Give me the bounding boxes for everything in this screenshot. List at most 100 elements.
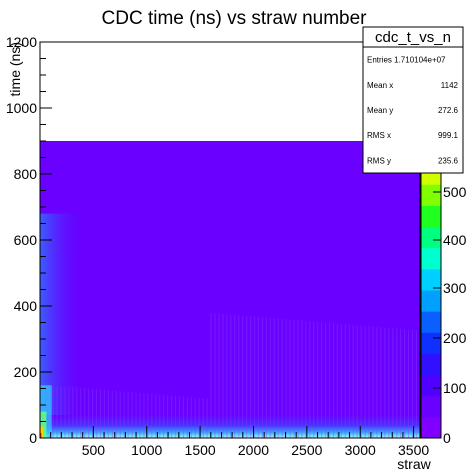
heatmap-stripe	[313, 321, 315, 438]
color-scale-band	[421, 247, 441, 270]
x-tick-label: 2000	[238, 442, 269, 458]
heatmap-stripe	[111, 390, 113, 438]
heatmap-stripe	[186, 396, 188, 438]
color-scale-tick-label: 300	[443, 280, 467, 296]
heatmap-hot-corner	[40, 385, 52, 438]
x-tick-label: 500	[82, 442, 106, 458]
heatmap-stripe	[174, 395, 177, 438]
hot-cell	[40, 433, 42, 438]
heatmap-stripe	[52, 385, 54, 438]
heatmap-stripe	[242, 315, 244, 438]
color-scale-band	[421, 332, 441, 354]
heatmap-stripe	[261, 317, 264, 438]
heatmap-stripe	[384, 327, 386, 438]
heatmap-stripe	[238, 315, 240, 438]
color-scale-band	[421, 268, 441, 291]
heatmap-stripe	[230, 314, 232, 438]
plot-area	[39, 41, 421, 439]
heatmap-stripe	[344, 324, 346, 438]
heatmap-stripe	[202, 398, 204, 438]
x-tick-label: 1000	[131, 442, 162, 458]
x-axis: 500 1000 1500 2000 2500 3000 3500	[50, 426, 429, 458]
heatmap-stripes	[48, 312, 421, 438]
y-tick-label: 1000	[6, 100, 37, 116]
heatmap-stripe	[56, 385, 58, 438]
heatmap-stripe	[281, 318, 283, 438]
heatmap-stripe	[151, 393, 153, 438]
heatmap-stripe	[178, 396, 181, 438]
y-axis: 0 200 400 600 800 1000 1200	[6, 34, 52, 446]
heatmap-stripe	[253, 316, 256, 438]
stats-box: cdc_t_vs_n Entries 1.710104e+07 Mean x 114…	[362, 26, 464, 174]
heatmap-stripe	[407, 329, 410, 438]
heatmap-stripe	[107, 390, 109, 438]
heatmap-stripe	[103, 389, 106, 438]
heatmap-stripe	[182, 396, 185, 438]
stats-box-rows: Entries 1.710104e+07 Mean x 1142 Mean y 272.…	[367, 56, 459, 166]
heatmap-stripe	[396, 328, 398, 438]
heatmap-stripe	[226, 314, 228, 438]
heatmap-stripe	[210, 312, 212, 438]
heatmap-stripe	[340, 323, 342, 438]
heatmap-stripe	[91, 388, 94, 438]
heatmap-stripe	[147, 393, 149, 438]
heatmap-stripe	[131, 392, 133, 438]
heatmap-stripe	[403, 329, 406, 438]
heatmap-stripe	[155, 394, 157, 438]
heatmap-stripe	[277, 318, 279, 438]
stats-row-entries: Entries 1.710104e+07	[367, 56, 446, 65]
heatmap-stripe	[60, 386, 62, 438]
heatmap-stripe	[325, 322, 327, 438]
color-scale-band	[421, 395, 441, 418]
heatmap-stripe	[388, 327, 390, 438]
heatmap-stripe	[265, 317, 267, 438]
color-scale-tick-label: 200	[443, 330, 467, 346]
heatmap-low-time-band	[40, 414, 420, 438]
y-tick-label: 400	[14, 298, 38, 314]
heatmap-stripe	[214, 313, 216, 438]
heatmap-stripe	[317, 321, 319, 438]
heatmap-stripe	[170, 395, 173, 438]
x-tick-label: 1500	[185, 442, 216, 458]
heatmap-stripe	[234, 314, 236, 438]
heatmap-stripe	[206, 398, 208, 438]
heatmap-stripe	[392, 328, 394, 438]
heatmap-stripe	[348, 324, 350, 438]
heatmap-stripe	[190, 397, 192, 438]
heatmap-stripe	[115, 390, 117, 438]
heatmap-stripe	[68, 386, 70, 438]
heatmap-stripe	[293, 319, 295, 438]
heatmap-stripe	[289, 319, 291, 438]
heatmap-stripe	[332, 323, 335, 438]
color-scale-band	[421, 353, 441, 376]
stats-row-label: RMS y	[367, 156, 391, 165]
hot-cell	[40, 426, 44, 438]
color-scale-band	[421, 290, 441, 312]
stats-row-value: 1142	[441, 81, 459, 90]
heatmap-stripe	[95, 389, 98, 438]
y-tick-label: 600	[14, 232, 38, 248]
y-tick-label: 800	[14, 166, 38, 182]
x-tick-label: 3000	[345, 442, 376, 458]
heatmap-stripe	[285, 319, 287, 438]
x-tick-label: 2500	[291, 442, 322, 458]
heatmap-stripe	[143, 393, 145, 438]
heatmap-stripe	[198, 397, 200, 438]
stats-row-label: Mean x	[367, 81, 393, 90]
heatmap-stripe	[364, 325, 366, 438]
heatmap-stripe	[376, 326, 378, 438]
heatmap-stripe	[372, 326, 374, 438]
color-scale-band	[421, 416, 441, 439]
color-scale-tick-label: 400	[443, 232, 467, 248]
heatmap-stripe	[167, 395, 169, 438]
heatmap-stripe	[246, 315, 248, 438]
stats-row-label: Mean y	[367, 106, 393, 115]
color-scale-band	[421, 184, 441, 206]
heatmap-stripe	[123, 391, 125, 438]
x-axis-label: straw	[397, 456, 431, 472]
heatmap-stripe	[88, 388, 90, 438]
heatmap-stripe	[119, 391, 121, 438]
stats-box-frame	[362, 26, 464, 174]
heatmap-stripe	[305, 320, 307, 438]
